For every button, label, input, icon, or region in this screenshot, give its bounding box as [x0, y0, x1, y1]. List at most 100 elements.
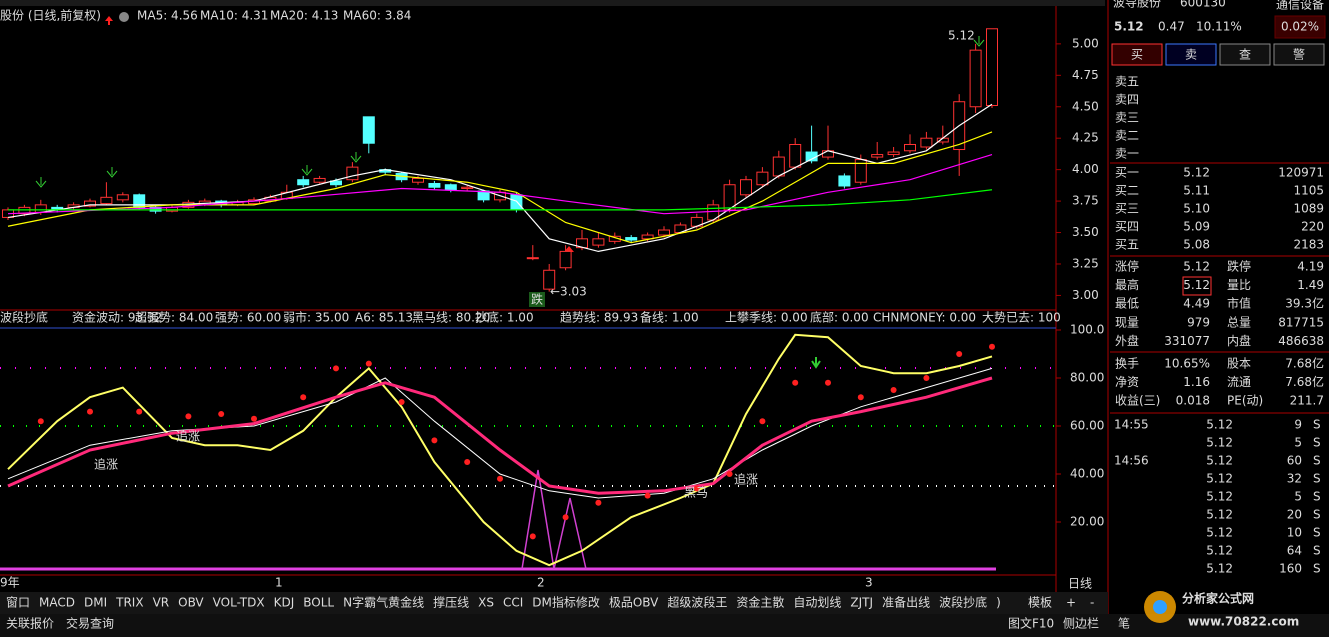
stat-label: 现量 — [1115, 315, 1139, 329]
status-item[interactable]: 笔 — [1118, 616, 1130, 631]
date-label: 9年 — [0, 576, 20, 590]
ma-legend: MA60: 3.84 — [343, 9, 411, 23]
signal-dot — [989, 343, 995, 350]
indicator-legend: A6: 85.13 — [355, 311, 413, 325]
stat-label: PE(动) — [1227, 394, 1263, 408]
stat-value: 979 — [1187, 315, 1210, 329]
candle-body — [116, 194, 129, 201]
signal-dot — [37, 418, 44, 425]
stat-value: 1.16 — [1183, 375, 1210, 389]
indicator-line — [7, 376, 993, 495]
indicator-legend: CHNMONEY: 0.00 — [873, 311, 976, 325]
trade-volume: 5 — [1294, 490, 1302, 504]
trade-button[interactable]: 买 — [1131, 48, 1143, 62]
sector-pct: 0.02% — [1281, 20, 1319, 34]
tab[interactable]: MACD — [39, 596, 75, 610]
tab[interactable]: VOL-TDX — [213, 596, 265, 610]
candle-body — [297, 179, 310, 186]
stat-label: 净资 — [1115, 375, 1139, 389]
trade-side: S — [1313, 454, 1321, 468]
tab[interactable]: 极品OBV — [609, 596, 659, 610]
stat-value: 817715 — [1278, 315, 1324, 329]
signal-arrow — [35, 177, 47, 188]
tab[interactable]: TRIX — [115, 596, 143, 610]
tab[interactable]: VR — [153, 596, 170, 610]
stat-value: 486638 — [1278, 334, 1324, 348]
tab[interactable]: OBV — [178, 596, 204, 610]
ask-label: 卖三 — [1115, 111, 1139, 125]
indicator-label: 追涨 — [176, 429, 200, 444]
tab[interactable]: 撑压线 — [433, 595, 469, 610]
trade-button[interactable]: 查 — [1239, 48, 1251, 62]
signal-dot — [333, 365, 339, 372]
trade-price: 5.12 — [1206, 562, 1233, 576]
signal-arrow — [811, 357, 821, 369]
watermark-title: 分析家公式网 — [1182, 591, 1254, 606]
status-item[interactable]: 交易查询 — [66, 616, 114, 631]
stat-label: 外盘 — [1115, 333, 1139, 348]
signal-dot — [398, 399, 405, 405]
candle-body — [986, 28, 998, 106]
candle-body — [969, 49, 982, 108]
trade-price: 5.12 — [1206, 418, 1233, 432]
trade-button[interactable]: 警 — [1293, 47, 1305, 62]
menu-bar — [0, 0, 1105, 6]
tab[interactable]: ZJTJ — [850, 596, 873, 610]
tab[interactable]: - — [1090, 596, 1094, 610]
signal-arrow — [350, 152, 362, 163]
tab[interactable]: 波段抄底 — [939, 595, 987, 610]
stat-value: 7.68亿 — [1285, 374, 1324, 389]
trade-button[interactable]: 卖 — [1185, 48, 1197, 62]
y-tick-label: 3.75 — [1072, 194, 1099, 208]
tab[interactable]: + — [1066, 596, 1076, 610]
stat-label: 跌停 — [1227, 259, 1251, 274]
status-item[interactable]: 图文F10 — [1008, 616, 1054, 631]
indicator-line — [8, 189, 993, 211]
tab[interactable]: 窗口 — [6, 596, 30, 610]
sell-button[interactable] — [1165, 43, 1217, 66]
candle-body — [592, 238, 605, 246]
tab[interactable]: 超级波段王 — [667, 595, 727, 610]
signal-dot — [300, 394, 307, 401]
stat-value: 1.49 — [1297, 278, 1324, 292]
trade-price: 5.12 — [1206, 436, 1233, 450]
candle-body — [543, 269, 556, 290]
tab[interactable]: 模板 — [1028, 596, 1052, 610]
candle-body — [84, 200, 96, 207]
status-item[interactable]: 关联报价 — [6, 616, 54, 631]
status-item[interactable]: 侧边栏 — [1063, 616, 1099, 631]
trade-side: S — [1313, 418, 1321, 432]
signal-dot — [497, 475, 503, 482]
tab[interactable]: 准备出线 — [882, 596, 930, 610]
candle-body — [838, 175, 851, 187]
signal-arrow — [301, 165, 313, 176]
tab[interactable]: 自动划线 — [793, 596, 841, 610]
buy-button[interactable] — [1111, 43, 1163, 66]
bid-price: 5.08 — [1183, 238, 1210, 252]
tab[interactable]: BOLL — [303, 596, 334, 610]
trade-side: S — [1313, 472, 1321, 486]
indicator-legend: 资金波动: 93.32 — [72, 310, 162, 325]
query-button[interactable] — [1219, 43, 1271, 66]
tab[interactable]: ) — [996, 596, 1001, 610]
menu-icon — [119, 12, 129, 22]
signal-dot — [562, 514, 569, 521]
tab[interactable]: DM指标修改 — [532, 595, 600, 610]
tab[interactable]: KDJ — [274, 596, 295, 610]
alert-button[interactable] — [1273, 43, 1325, 66]
indicator-legend: 强势: 60.00 — [215, 311, 281, 325]
tab[interactable]: XS — [478, 596, 494, 610]
tab[interactable]: DMI — [84, 596, 107, 610]
tab[interactable]: 资金主散 — [736, 595, 784, 610]
stock-name: 波导股份 — [1113, 0, 1161, 10]
tab[interactable]: CCI — [503, 596, 523, 610]
ask-label: 卖四 — [1115, 93, 1139, 107]
bid-price: 5.09 — [1183, 220, 1210, 234]
signal-dot — [792, 379, 799, 386]
tab[interactable]: N字霸气黄金线 — [343, 595, 424, 610]
trade-price: 5.12 — [1206, 544, 1233, 558]
candle-body — [658, 229, 670, 236]
trade-price: 5.12 — [1206, 508, 1233, 522]
